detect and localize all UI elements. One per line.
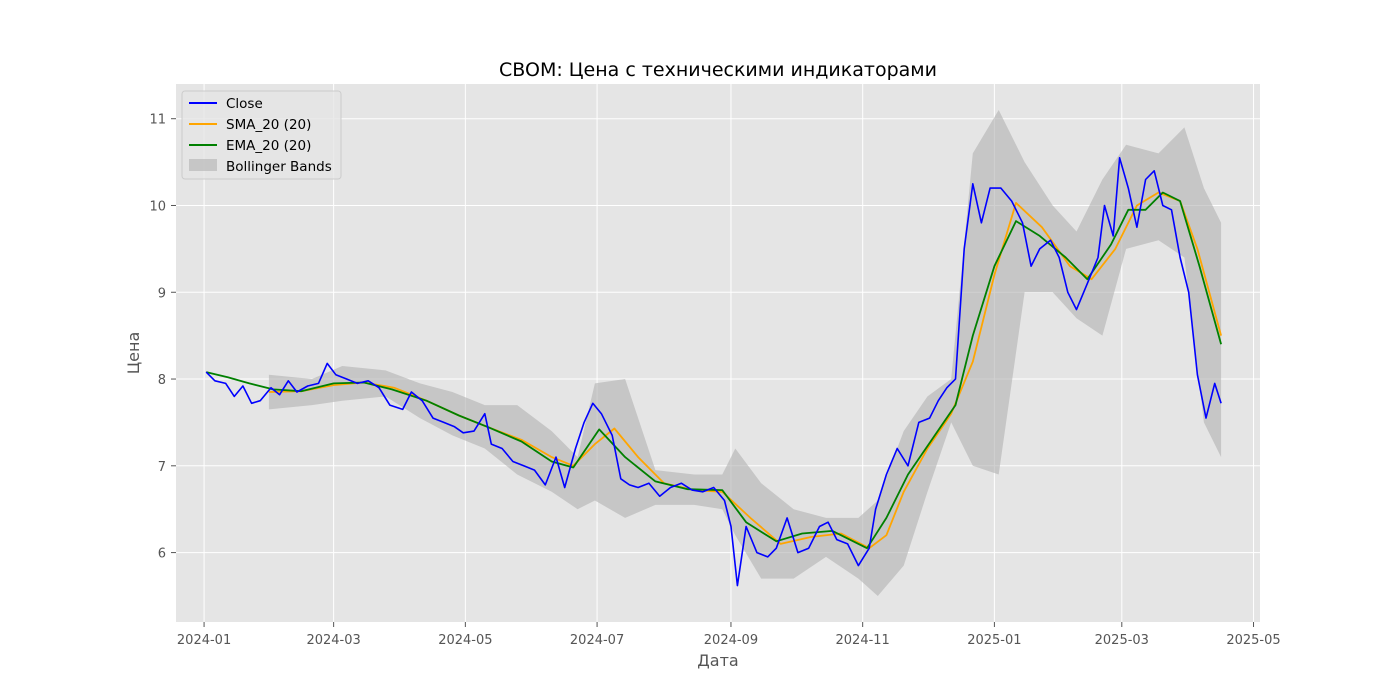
legend-label-bands: Bollinger Bands bbox=[226, 159, 332, 175]
y-tick-label: 9 bbox=[158, 286, 166, 301]
x-axis-ticks: 2024-01 2024-03 2024-05 2024-07 2024-09 2024-… bbox=[177, 622, 1281, 648]
y-axis-label: Цена bbox=[124, 332, 143, 375]
y-tick-label: 7 bbox=[158, 460, 166, 475]
x-tick-label: 2024-07 bbox=[570, 633, 624, 648]
y-tick-label: 10 bbox=[149, 199, 166, 214]
series-line-ema bbox=[205, 191, 1222, 550]
chart-title: CBOM: Цена с техническими индикаторами bbox=[499, 59, 937, 81]
bollinger-bands-area bbox=[268, 110, 1222, 596]
y-tick-label: 11 bbox=[149, 113, 166, 128]
plot-background bbox=[176, 84, 1260, 622]
x-axis-label: Дата bbox=[697, 651, 738, 670]
legend-box bbox=[181, 90, 342, 180]
series-layer bbox=[205, 157, 1222, 587]
x-tick-label: 2024-05 bbox=[438, 633, 492, 648]
legend-swatch-bands bbox=[189, 159, 217, 171]
x-tick-label: 2024-01 bbox=[177, 633, 231, 648]
x-tick-label: 2025-05 bbox=[1226, 633, 1280, 648]
legend-label-sma: SMA_20 (20) bbox=[226, 117, 311, 133]
x-tick-label: 2024-03 bbox=[306, 633, 360, 648]
legend: Close SMA_20 (20) EMA_20 (20) Bollinger … bbox=[181, 90, 342, 180]
y-tick-label: 8 bbox=[158, 373, 166, 388]
bollinger-bands-layer bbox=[268, 110, 1222, 596]
legend-label-close: Close bbox=[226, 96, 263, 112]
x-tick-label: 2024-09 bbox=[704, 633, 758, 648]
x-tick-label: 2024-11 bbox=[836, 633, 890, 648]
y-axis-ticks: 6 7 8 9 10 11 bbox=[149, 113, 176, 562]
series-line-close bbox=[205, 157, 1222, 587]
plot-area bbox=[176, 84, 1260, 622]
legend-label-ema: EMA_20 (20) bbox=[226, 138, 311, 154]
x-tick-label: 2025-01 bbox=[967, 633, 1021, 648]
x-tick-label: 2025-03 bbox=[1095, 633, 1149, 648]
y-tick-label: 6 bbox=[158, 547, 166, 562]
